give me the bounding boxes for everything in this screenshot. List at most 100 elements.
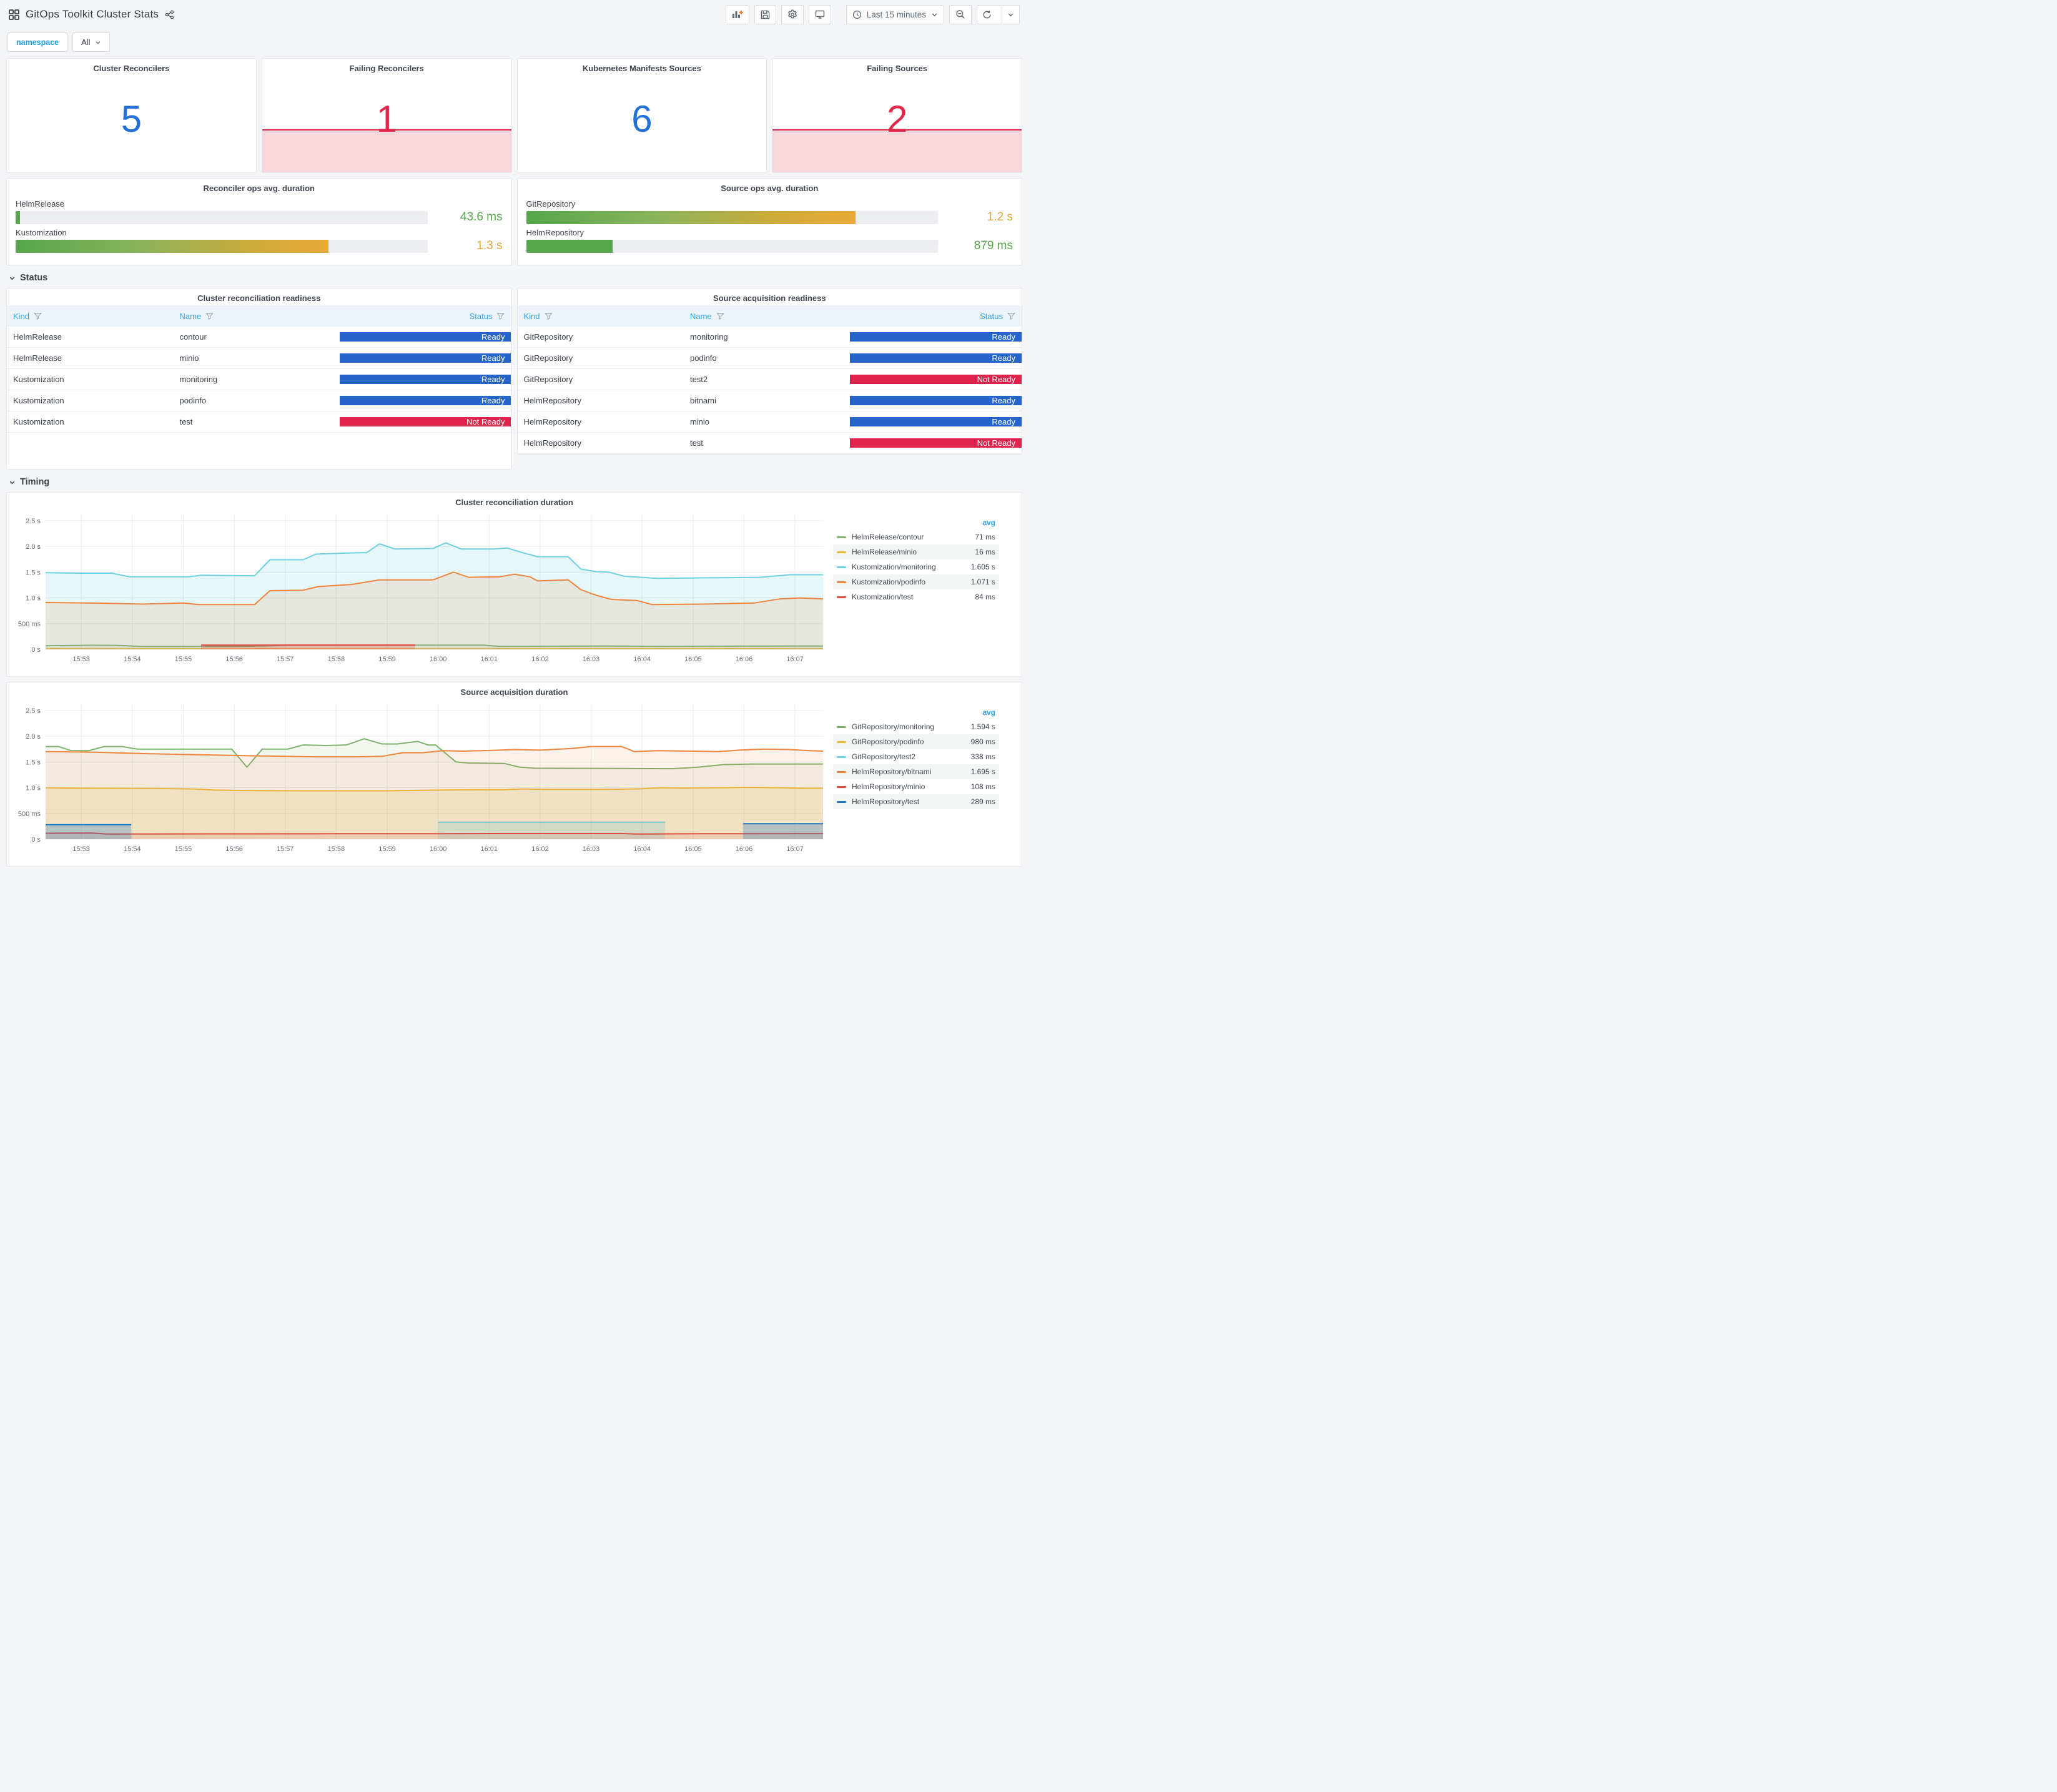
table-row[interactable]: HelmRepository bitnami Ready bbox=[517, 390, 1022, 411]
stat-value: 6 bbox=[631, 98, 653, 140]
cell-kind: HelmRelease bbox=[13, 332, 62, 342]
namespace-variable-label[interactable]: namespace bbox=[7, 32, 68, 52]
section-status-label: Status bbox=[20, 273, 48, 283]
table-row[interactable]: Kustomization monitoring Ready bbox=[7, 369, 511, 390]
panel-title[interactable]: Cluster Reconcilers bbox=[93, 64, 170, 73]
legend-item[interactable]: GitRepository/test2 338 ms bbox=[833, 749, 999, 764]
legend-series-name: GitRepository/monitoring bbox=[852, 722, 935, 731]
panel-title[interactable]: Source ops avg. duration bbox=[721, 184, 819, 193]
section-status[interactable]: Status bbox=[9, 273, 1020, 283]
zoom-out-button[interactable] bbox=[949, 4, 972, 24]
panel-title[interactable]: Failing Reconcilers bbox=[349, 64, 424, 73]
legend-item[interactable]: Kustomization/test 84 ms bbox=[833, 589, 999, 604]
panel-title[interactable]: Cluster reconciliation readiness bbox=[197, 293, 321, 303]
chevron-down-icon bbox=[9, 277, 15, 280]
gauge-value: 43.6 ms bbox=[460, 210, 503, 224]
column-header-name[interactable]: Name bbox=[173, 312, 339, 321]
share-icon[interactable] bbox=[165, 10, 174, 19]
cell-status: Ready bbox=[339, 369, 511, 390]
legend-item[interactable]: HelmRelease/contour 71 ms bbox=[833, 529, 999, 544]
chart-canvas[interactable]: 0 s 500 ms 1.0 s 1.5 s 2.0 s 2.5 s 15:53 15:54 1… bbox=[11, 698, 832, 855]
filter-icon[interactable] bbox=[716, 312, 724, 320]
column-header-name[interactable]: Name bbox=[684, 312, 850, 321]
namespace-value-text: All bbox=[81, 37, 91, 47]
table-row[interactable]: HelmRelease contour Ready bbox=[7, 327, 511, 348]
column-header-kind[interactable]: Kind bbox=[518, 312, 684, 321]
refresh-button-group bbox=[977, 4, 1020, 24]
series-color-dash bbox=[837, 566, 846, 568]
table-row[interactable]: GitRepository podinfo Ready bbox=[517, 348, 1022, 369]
cell-status: Ready bbox=[850, 327, 1022, 347]
cycle-view-icon bbox=[815, 10, 824, 19]
readiness-table: Kind Name Status HelmRelease contour Ready Hel… bbox=[7, 305, 511, 469]
timeseries-chart[interactable]: 0 s 500 ms 1.0 s 1.5 s 2.0 s 2.5 s 15:53 15:54 1… bbox=[11, 698, 832, 855]
cell-name: monitoring bbox=[179, 375, 218, 384]
svg-text:15:56: 15:56 bbox=[225, 656, 243, 663]
time-range-picker[interactable]: Last 15 minutes bbox=[846, 4, 944, 24]
gauge-body: 1.3 s bbox=[16, 239, 503, 253]
table-row[interactable]: HelmRelease minio Ready bbox=[7, 348, 511, 369]
panel-title[interactable]: Source acquisition duration bbox=[460, 687, 568, 697]
legend-item[interactable]: HelmRepository/test 289 ms bbox=[833, 794, 999, 809]
filter-icon[interactable] bbox=[205, 312, 214, 320]
svg-text:16:06: 16:06 bbox=[736, 845, 753, 853]
gauge-label: HelmRepository bbox=[526, 228, 584, 237]
legend-item[interactable]: HelmRepository/minio 108 ms bbox=[833, 779, 999, 794]
apps-grid-icon[interactable] bbox=[9, 9, 19, 20]
cell-kind: Kustomization bbox=[13, 396, 64, 405]
legend-item[interactable]: HelmRepository/bitnami 1.695 s bbox=[833, 764, 999, 779]
table-row[interactable]: GitRepository test2 Not Ready bbox=[517, 369, 1022, 390]
gauge-track bbox=[526, 239, 938, 253]
column-header-label: Kind bbox=[523, 311, 540, 321]
svg-text:2.0 s: 2.0 s bbox=[26, 543, 41, 551]
svg-text:15:57: 15:57 bbox=[277, 656, 294, 663]
filter-icon[interactable] bbox=[1007, 312, 1015, 320]
svg-text:16:00: 16:00 bbox=[430, 656, 447, 663]
panel-title[interactable]: Cluster reconciliation duration bbox=[455, 498, 573, 507]
panel-source-readiness: Source acquisition readiness Kind Name Sta… bbox=[516, 288, 1022, 455]
status-badge: Ready bbox=[339, 353, 511, 363]
cycle-view-button[interactable] bbox=[808, 4, 831, 24]
legend-series-avg: 1.605 s bbox=[970, 563, 995, 571]
timeseries-chart[interactable]: 0 s 500 ms 1.0 s 1.5 s 2.0 s 2.5 s 15:53 15:54 1… bbox=[11, 508, 832, 666]
table-row[interactable]: GitRepository monitoring Ready bbox=[517, 327, 1022, 348]
stat-value: 5 bbox=[121, 98, 142, 140]
gauge-label: GitRepository bbox=[526, 199, 576, 209]
filter-icon[interactable] bbox=[544, 312, 553, 320]
column-header-label: Name bbox=[689, 311, 712, 321]
legend-item[interactable]: HelmRelease/minio 16 ms bbox=[833, 544, 999, 559]
table-row[interactable]: Kustomization test Not Ready bbox=[7, 411, 511, 433]
table-row[interactable]: Kustomization podinfo Ready bbox=[7, 390, 511, 411]
dashboard-settings-button[interactable] bbox=[781, 4, 804, 24]
filter-icon[interactable] bbox=[34, 312, 42, 320]
legend-item[interactable]: GitRepository/podinfo 980 ms bbox=[833, 734, 999, 749]
filter-icon[interactable] bbox=[496, 312, 505, 320]
panel-title[interactable]: Reconciler ops avg. duration bbox=[203, 184, 315, 193]
status-badge: Ready bbox=[850, 417, 1022, 426]
chart-canvas[interactable]: 0 s 500 ms 1.0 s 1.5 s 2.0 s 2.5 s 15:53 15:54 1… bbox=[11, 508, 832, 666]
legend-item[interactable]: Kustomization/podinfo 1.071 s bbox=[833, 574, 999, 589]
panel-title[interactable]: Failing Sources bbox=[867, 64, 928, 73]
section-timing[interactable]: Timing bbox=[9, 477, 1020, 487]
series-color-dash bbox=[837, 756, 846, 758]
gauge-label: HelmRelease bbox=[16, 199, 65, 209]
legend-item[interactable]: GitRepository/monitoring 1.594 s bbox=[833, 719, 999, 734]
column-header-status[interactable]: Status bbox=[340, 312, 511, 321]
cell-name: podinfo bbox=[179, 396, 207, 405]
column-header-status[interactable]: Status bbox=[850, 312, 1022, 321]
refresh-button[interactable] bbox=[977, 6, 997, 24]
panel-title[interactable]: Source acquisition readiness bbox=[713, 293, 826, 303]
namespace-variable-value[interactable]: All bbox=[72, 32, 110, 52]
save-dashboard-button[interactable] bbox=[754, 4, 776, 24]
panel-title[interactable]: Kubernetes Manifests Sources bbox=[582, 64, 701, 73]
add-panel-button[interactable] bbox=[725, 4, 749, 24]
refresh-interval-button[interactable] bbox=[1002, 5, 1019, 24]
legend-series-name: HelmRelease/minio bbox=[852, 548, 917, 556]
table-row[interactable]: HelmRepository test Not Ready bbox=[517, 433, 1022, 454]
legend-avg-header: avg bbox=[982, 708, 995, 717]
dashboard-title[interactable]: GitOps Toolkit Cluster Stats bbox=[26, 8, 159, 20]
series-color-dash bbox=[837, 726, 846, 728]
table-row[interactable]: HelmRepository minio Ready bbox=[517, 411, 1022, 433]
column-header-kind[interactable]: Kind bbox=[7, 312, 173, 321]
legend-item[interactable]: Kustomization/monitoring 1.605 s bbox=[833, 559, 999, 574]
